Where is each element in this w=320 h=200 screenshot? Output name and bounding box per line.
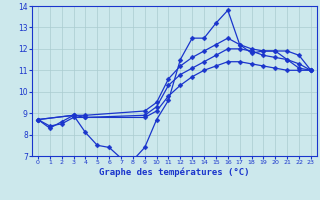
X-axis label: Graphe des températures (°C): Graphe des températures (°C)	[99, 168, 250, 177]
